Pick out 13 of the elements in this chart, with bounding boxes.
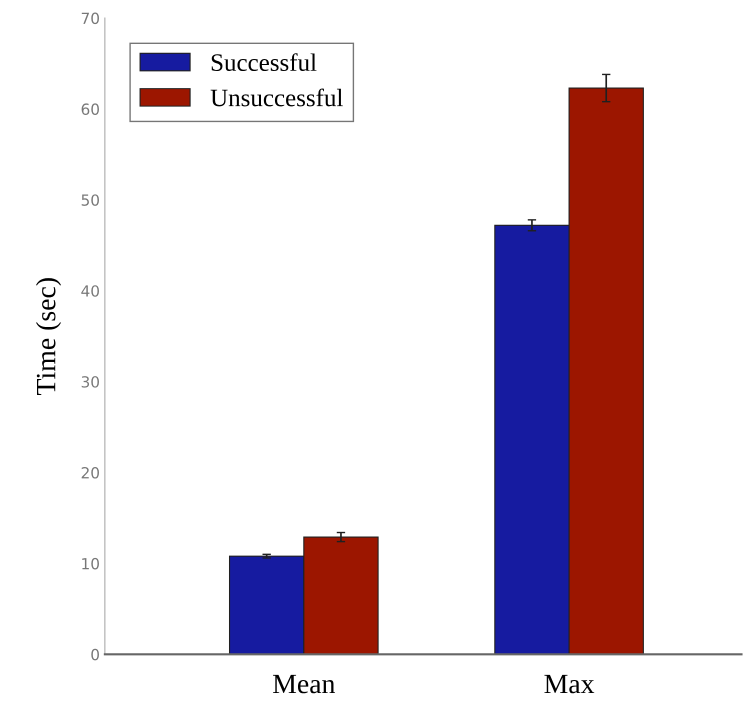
y-axis-title: Time (sec) [36,278,62,395]
legend-label: Unsuccessful [210,88,343,106]
y-tick-label: 10 [82,558,99,570]
y-tick-label: 0 [91,648,99,660]
y-tick-label: 30 [82,376,99,388]
y-tick-label: 40 [81,285,99,297]
y-tick-label: 20 [82,467,99,479]
legend-label: Successful [212,53,317,72]
y-tick-label: 50 [82,194,99,206]
y-tick-label: 70 [82,12,99,24]
x-tick-label: Max [544,674,594,694]
y-tick-label: 60 [82,103,99,115]
x-tick-label: Mean [272,674,336,694]
